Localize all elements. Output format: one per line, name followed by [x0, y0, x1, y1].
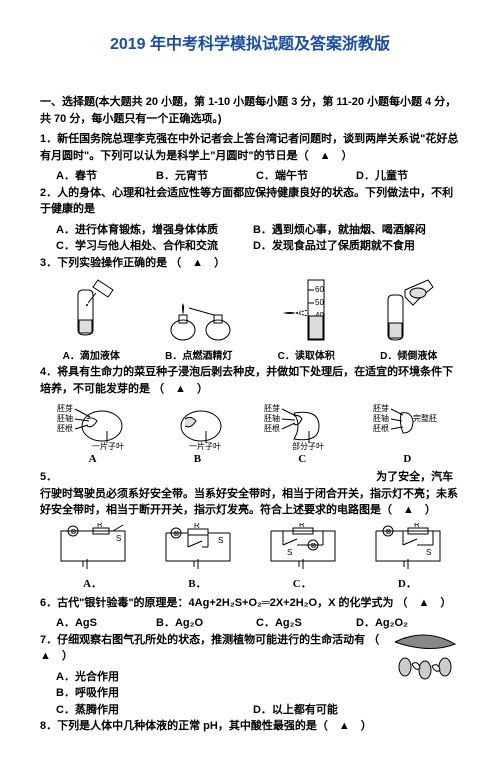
q5-fig-D: ⊗ R S	[368, 523, 448, 573]
q2-options: A．进行体育锻炼，增强身体体质 B．遇到烦心事，就抽烟、喝酒解闷 C．学习与他人…	[40, 222, 460, 255]
q5-fig-C: R ⊗ S	[263, 523, 343, 573]
q7-C: C．蒸腾作用	[56, 702, 250, 719]
svg-text:胚轴: 胚轴	[373, 413, 389, 423]
q6-D: D．Ag₂O₂	[356, 615, 453, 632]
q4-fig-B: 一片子叶	[171, 401, 231, 451]
svg-text:R: R	[299, 523, 305, 529]
svg-text:胚根: 胚根	[57, 423, 73, 433]
q6-blank: （ ▲ ）	[397, 597, 452, 609]
q4-lab-A: A	[89, 453, 97, 465]
q4-fig-C: 胚芽 胚轴 胚根 部分子叶	[264, 401, 339, 451]
svg-text:R: R	[97, 523, 103, 529]
q5-lab-A: A．	[83, 575, 102, 591]
q5-lab-D: D．	[398, 575, 417, 591]
q3-blank: （ ▲ ）	[170, 257, 225, 269]
svg-text:R: R	[414, 523, 420, 529]
q2-A: A．进行体育锻炼，增强身体体质	[56, 222, 250, 239]
q2-stem: 2．人的身体、心理和社会适应性等方面都应保持健康良好的状态。下列做法中，不利于健…	[40, 185, 460, 218]
svg-text:50: 50	[315, 298, 324, 307]
q5-figures: ⊗ R S ⊗ R S R	[40, 523, 460, 573]
q2-D: D．发现食品过了保质期就不食用	[253, 238, 447, 255]
q3-stem-text: 3．下列实验操作正确的是	[40, 257, 167, 269]
svg-text:R: R	[194, 523, 200, 530]
q3-cap-B: B．点燃酒精灯	[165, 347, 232, 362]
q3-cap-D: D．倾倒液体	[380, 347, 437, 362]
svg-text:胚芽: 胚芽	[57, 403, 73, 413]
q4-figures: 胚芽 胚轴 胚根 一片子叶 一片子叶 胚芽	[40, 401, 460, 451]
q5-stem: 5． 为了安全，汽车行驶时驾驶员必须系好安全带。当系好安全带时，相当于闭合开关，…	[40, 469, 460, 519]
q6-stem: 6．古代"银针验毒"的原理是：4Ag+2H₂S+O₂═2X+2H₂O，X 的化学…	[40, 595, 460, 612]
svg-text:S: S	[426, 548, 431, 557]
svg-text:⊗: ⊗	[70, 527, 77, 536]
svg-text:一片子叶: 一片子叶	[189, 441, 221, 451]
q5-lab-C: C．	[293, 575, 312, 591]
q7-A: A．光合作用	[56, 669, 250, 686]
svg-text:胚根: 胚根	[373, 423, 389, 433]
q3-cap-A: A．滴加液体	[63, 347, 120, 362]
q3-fig-B	[163, 275, 243, 345]
q5-num: 5．	[40, 469, 70, 486]
q4-lab-C: C	[298, 453, 306, 465]
svg-text:S: S	[116, 534, 121, 543]
q8-stem: 8．下列是人体中几种体液的正常 pH，其中酸性最强的是（ ▲ ）	[40, 718, 460, 735]
q7-D: D．以上都有可能	[253, 702, 447, 719]
q6-A: A．AgS	[56, 615, 153, 632]
q4-stem-text: 4．将具有生命力的菜豆种子浸泡后剥去种皮，并做如下处理后，在适宜的环境条件下培养…	[40, 366, 453, 395]
q1-B: B．元宵节	[156, 168, 253, 185]
svg-text:胚轴: 胚轴	[57, 413, 73, 423]
svg-text:S: S	[218, 536, 223, 545]
q3-cap-C: C．读取体积	[278, 347, 335, 362]
q7-figure	[390, 632, 460, 690]
q4-lab-B: B	[194, 453, 201, 465]
q1-D: D．儿童节	[356, 168, 453, 185]
svg-text:60: 60	[315, 285, 324, 294]
section-heading: 一、选择题(本大题共 20 小题，第 1-10 小题每小题 3 分，第 11-2…	[40, 94, 460, 127]
svg-text:部分子叶: 部分子叶	[292, 441, 324, 451]
q4-fig-D: 胚芽 胚轴 胚根 完整胚	[373, 401, 443, 451]
q6-C: C．Ag₂S	[256, 615, 353, 632]
svg-text:⊗: ⊗	[173, 529, 180, 538]
q7-stem-text: 7．仔细观察右图气孔所处的状态，推测植物可能进行的生命活动有	[40, 634, 365, 646]
q1-options: A．春节 B．元宵节 C．端午节 D．儿童节	[40, 168, 460, 185]
svg-text:胚轴: 胚轴	[264, 413, 280, 423]
q4-fig-A: 胚芽 胚轴 胚根 一片子叶	[57, 401, 137, 451]
svg-text:S: S	[287, 548, 292, 557]
q3-fig-D	[373, 275, 443, 345]
svg-text:胚根: 胚根	[264, 423, 280, 433]
page-title: 2019 年中考科学模拟试题及答案浙教版	[40, 30, 460, 54]
q7-B: B．呼吸作用	[56, 685, 250, 702]
q6-stem-text: 6．古代"银针验毒"的原理是：4Ag+2H₂S+O₂═2X+2H₂O，X 的化学…	[40, 597, 393, 609]
q2-C: C．学习与他人相处、合作和交流	[56, 238, 250, 255]
svg-text:胚芽: 胚芽	[373, 403, 389, 413]
svg-text:⊗: ⊗	[385, 527, 392, 536]
q4-lab-D: D	[403, 453, 411, 465]
q5-stem-text: 为了安全，汽车行驶时驾驶员必须系好安全带。当系好安全带时，相当于闭合开关，指示灯…	[40, 471, 458, 516]
q5-lab-B: B．	[188, 575, 206, 591]
svg-text:一片子叶: 一片子叶	[92, 441, 124, 451]
q5-fig-B: ⊗ R S	[158, 523, 238, 573]
svg-text:胚芽: 胚芽	[264, 403, 280, 413]
q3-figures: 60 50 40 30	[40, 275, 460, 345]
q1-A: A．春节	[56, 168, 153, 185]
q3-fig-C: 60 50 40 30	[278, 275, 338, 345]
q4-blank: （ ▲ ）	[153, 383, 208, 395]
svg-text:⊗: ⊗	[310, 541, 317, 550]
q5-fig-A: ⊗ R S	[53, 523, 133, 573]
q3-stem: 3．下列实验操作正确的是 （ ▲ ）	[40, 255, 460, 272]
q4-stem: 4．将具有生命力的菜豆种子浸泡后剥去种皮，并做如下处理后，在适宜的环境条件下培养…	[40, 364, 460, 397]
q2-B: B．遇到烦心事，就抽烟、喝酒解闷	[253, 222, 447, 239]
q6-options: A．AgS B．Ag₂O C．Ag₂S D．Ag₂O₂	[40, 615, 460, 632]
q3-fig-A	[58, 275, 128, 345]
q1-stem: 1．新任国务院总理李克强在中外记者会上答台湾记者问题时，谈到两岸关系说"花好总有…	[40, 131, 460, 164]
q6-B: B．Ag₂O	[156, 615, 253, 632]
q1-C: C．端午节	[256, 168, 353, 185]
svg-text:完整胚: 完整胚	[413, 413, 437, 423]
